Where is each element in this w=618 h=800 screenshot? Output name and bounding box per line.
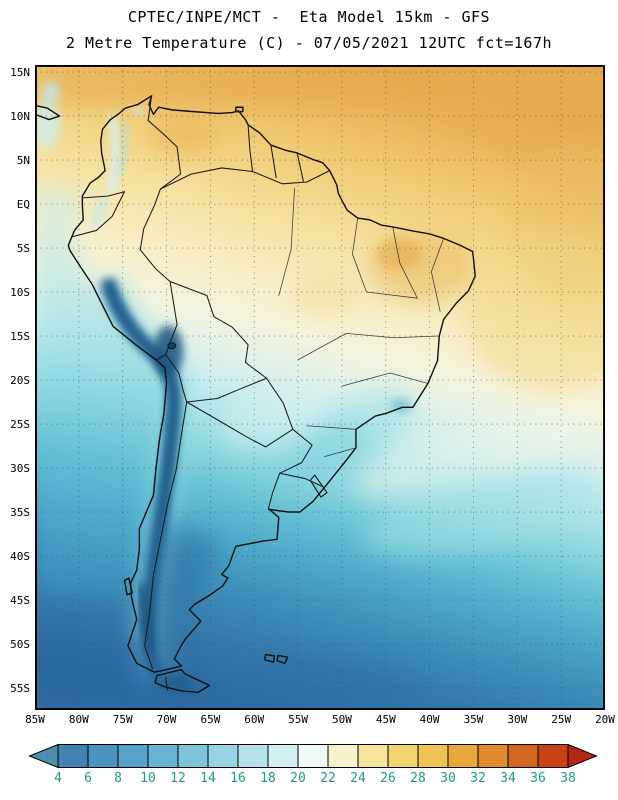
lat-tick-label: 40S xyxy=(10,549,30,563)
lon-tick-label: 45W xyxy=(375,713,396,726)
lon-tick-label: 85W xyxy=(25,713,45,726)
lat-tick-label: 10S xyxy=(10,285,30,299)
colorbar-segment xyxy=(537,744,569,768)
island-chiloe xyxy=(123,577,134,596)
colorbar-segment xyxy=(357,744,389,768)
colorbar-segment xyxy=(507,744,539,768)
colorbar-tick-label: 22 xyxy=(320,771,336,786)
colorbar-tick-label: 30 xyxy=(440,771,456,786)
lon-tick-label: 40W xyxy=(419,713,440,726)
chart-title-line1: CPTEC/INPE/MCT - Eta Model 15km - GFS xyxy=(127,8,491,26)
colorbar-tick-label: 34 xyxy=(500,771,516,786)
lon-tick-label: 35W xyxy=(463,713,484,726)
lake-titicaca xyxy=(167,342,177,350)
colorbar-segment xyxy=(447,744,479,768)
lon-tick-label: 55W xyxy=(288,713,309,726)
colorbar-segment xyxy=(387,744,419,768)
colorbar-segment xyxy=(117,744,149,768)
coastline-central-america xyxy=(35,104,61,121)
lat-tick-label: EQ xyxy=(16,197,30,211)
lon-tick-label: 60W xyxy=(244,713,265,726)
colorbar-tick-label: 6 xyxy=(84,771,92,786)
colorbar-segment xyxy=(237,744,269,768)
colorbar-segment xyxy=(57,744,89,768)
coastlines-borders xyxy=(35,95,476,694)
colorbar-tick-label: 26 xyxy=(380,771,396,786)
lat-tick-label: 50S xyxy=(10,637,30,651)
lat-tick-label: 10N xyxy=(10,109,30,123)
colorbar-segment xyxy=(477,744,509,768)
lon-tick-label: 20W xyxy=(595,713,615,726)
colorbar-segment xyxy=(87,744,119,768)
temperature-overlays xyxy=(35,65,605,710)
colorbar-tick-label: 16 xyxy=(230,771,246,786)
lon-tick-label: 75W xyxy=(112,713,133,726)
lat-tick-label: 35S xyxy=(10,505,30,519)
colorbar-tick-label: 14 xyxy=(200,771,216,786)
colorbar-labels: 4 6 8 10 12 14 16 18 20 22 24 26 28 30 32 34 36 38 xyxy=(28,771,598,789)
lat-axis: 15N 10N 5N EQ 5S 10S 15S 20S 25S 30S 35S 40S 45S 50S 5… xyxy=(0,65,33,710)
lon-tick-label: 80W xyxy=(68,713,89,726)
lat-tick-label: 20S xyxy=(10,373,30,387)
lon-tick-label: 25W xyxy=(551,713,572,726)
island-trinidad xyxy=(235,106,244,113)
lat-tick-label: 30S xyxy=(10,461,30,475)
map-frame xyxy=(35,65,605,710)
colorbar-tick-label: 32 xyxy=(470,771,486,786)
colorbar-segment xyxy=(417,744,449,768)
lat-tick-label: 25S xyxy=(10,417,30,431)
islands-falkland xyxy=(264,653,289,665)
colorbar-segment xyxy=(28,744,59,768)
colorbar-tick-label: 10 xyxy=(140,771,156,786)
chart-title-line2: 2 Metre Temperature (C) - 07/05/2021 12U… xyxy=(65,34,553,52)
map-svg xyxy=(35,65,605,710)
lat-tick-label: 5N xyxy=(16,153,30,167)
coastline-south-america xyxy=(67,95,476,673)
colorbar-segment xyxy=(267,744,299,768)
lat-tick-label: 15N xyxy=(10,65,30,79)
colorbar-tick-label: 24 xyxy=(350,771,366,786)
lat-tick-label: 55S xyxy=(10,681,30,695)
state-borders xyxy=(278,187,445,457)
lon-tick-label: 70W xyxy=(156,713,177,726)
colorbar-tick-label: 4 xyxy=(54,771,62,786)
colorbar-tick-label: 8 xyxy=(114,771,122,786)
colorbar-tick-label: 28 xyxy=(410,771,426,786)
country-borders xyxy=(72,95,331,691)
lat-tick-label: 45S xyxy=(10,593,30,607)
colorbar-tick-label: 20 xyxy=(290,771,306,786)
coastline-tierra-del-fuego xyxy=(154,668,211,694)
colorbar-segment xyxy=(147,744,179,768)
lon-tick-label: 50W xyxy=(331,713,352,726)
colorbar-segment xyxy=(327,744,359,768)
colorbar-segment xyxy=(207,744,239,768)
lon-axis: 85W 80W 75W 70W 65W 60W 55W 50W 45W 40W 35W 30W 25W 2… xyxy=(25,713,615,729)
map-plot xyxy=(35,65,605,710)
colorbar-segment xyxy=(177,744,209,768)
lat-tick-label: 5S xyxy=(16,241,30,255)
colorbar xyxy=(28,744,598,768)
lat-tick-label: 15S xyxy=(10,329,30,343)
colorbar-tick-label: 18 xyxy=(260,771,276,786)
colorbar-segment xyxy=(297,744,329,768)
colorbar-tick-label: 36 xyxy=(530,771,546,786)
lon-tick-label: 30W xyxy=(507,713,528,726)
colorbar-tick-label: 38 xyxy=(560,771,576,786)
colorbar-segment xyxy=(567,744,598,768)
lon-tick-label: 65W xyxy=(200,713,221,726)
colorbar-tick-label: 12 xyxy=(170,771,186,786)
